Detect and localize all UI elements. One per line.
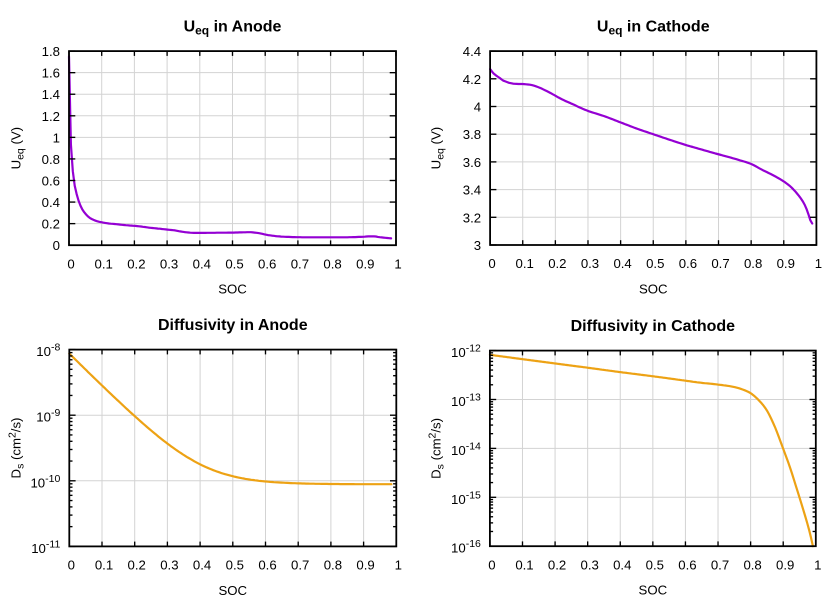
svg-text:0.1: 0.1 — [95, 256, 113, 271]
svg-text:1.8: 1.8 — [42, 44, 60, 59]
svg-text:1: 1 — [815, 256, 822, 271]
svg-text:1: 1 — [395, 558, 402, 573]
svg-text:0.8: 0.8 — [42, 152, 60, 167]
svg-text:0.3: 0.3 — [160, 256, 178, 271]
svg-text:3.2: 3.2 — [463, 210, 481, 225]
svg-text:0.5: 0.5 — [226, 558, 244, 573]
svg-text:0.2: 0.2 — [548, 557, 566, 572]
svg-text:SOC: SOC — [218, 282, 247, 297]
svg-text:1: 1 — [814, 557, 821, 572]
svg-text:0.5: 0.5 — [646, 557, 664, 572]
svg-text:0.3: 0.3 — [581, 256, 599, 271]
svg-text:Diffusivity in Cathode: Diffusivity in Cathode — [571, 318, 736, 335]
svg-text:1.4: 1.4 — [42, 87, 60, 102]
svg-text:0.7: 0.7 — [711, 557, 729, 572]
svg-text:1.6: 1.6 — [42, 66, 60, 81]
svg-text:0.1: 0.1 — [516, 256, 534, 271]
svg-text:SOC: SOC — [639, 282, 668, 297]
svg-text:0.1: 0.1 — [95, 558, 113, 573]
svg-text:0: 0 — [488, 256, 495, 271]
svg-text:0.6: 0.6 — [42, 174, 60, 189]
svg-text:0.3: 0.3 — [160, 558, 178, 573]
svg-text:0.4: 0.4 — [613, 557, 631, 572]
svg-text:0: 0 — [488, 557, 495, 572]
svg-text:0.7: 0.7 — [711, 256, 729, 271]
svg-text:Ds (cm2/s): Ds (cm2/s) — [7, 418, 27, 479]
svg-text:0.8: 0.8 — [743, 557, 761, 572]
svg-text:SOC: SOC — [639, 583, 668, 598]
svg-text:0.6: 0.6 — [258, 256, 276, 271]
svg-text:4.2: 4.2 — [463, 72, 481, 87]
svg-text:0: 0 — [67, 256, 74, 271]
svg-text:1.2: 1.2 — [42, 109, 60, 124]
svg-text:0.6: 0.6 — [678, 557, 696, 572]
svg-text:0.7: 0.7 — [291, 558, 309, 573]
svg-text:0.9: 0.9 — [776, 557, 794, 572]
svg-text:0.8: 0.8 — [744, 256, 762, 271]
svg-text:0.8: 0.8 — [324, 558, 342, 573]
svg-text:4.4: 4.4 — [463, 44, 481, 59]
svg-text:0.1: 0.1 — [515, 557, 533, 572]
svg-text:0.9: 0.9 — [777, 256, 795, 271]
svg-text:Diffusivity in Anode: Diffusivity in Anode — [158, 317, 308, 334]
svg-text:Ueq in Cathode: Ueq in Cathode — [597, 19, 710, 38]
svg-text:0.4: 0.4 — [42, 195, 60, 210]
svg-text:0.2: 0.2 — [42, 217, 60, 232]
svg-text:1: 1 — [394, 256, 401, 271]
svg-text:4: 4 — [474, 100, 481, 115]
svg-text:SOC: SOC — [219, 583, 248, 598]
svg-text:0.6: 0.6 — [679, 256, 697, 271]
svg-text:0: 0 — [53, 238, 60, 253]
svg-text:Ueq in Anode: Ueq in Anode — [184, 19, 282, 38]
svg-text:0.9: 0.9 — [356, 558, 374, 573]
svg-text:0.9: 0.9 — [356, 256, 374, 271]
svg-text:0.4: 0.4 — [193, 256, 211, 271]
svg-text:0.2: 0.2 — [128, 558, 146, 573]
svg-text:0.7: 0.7 — [291, 256, 309, 271]
svg-text:3.6: 3.6 — [463, 155, 481, 170]
svg-text:0.5: 0.5 — [646, 256, 664, 271]
svg-text:3: 3 — [474, 238, 481, 253]
svg-text:0.5: 0.5 — [225, 256, 243, 271]
svg-text:0.4: 0.4 — [193, 558, 211, 573]
svg-text:0.6: 0.6 — [258, 558, 276, 573]
svg-text:3.4: 3.4 — [463, 183, 481, 198]
svg-text:0.2: 0.2 — [548, 256, 566, 271]
svg-text:0.3: 0.3 — [580, 557, 598, 572]
svg-text:0.2: 0.2 — [127, 256, 145, 271]
svg-text:0.8: 0.8 — [323, 256, 341, 271]
svg-text:3.8: 3.8 — [463, 127, 481, 142]
svg-text:0.4: 0.4 — [613, 256, 631, 271]
svg-text:Ds (cm2/s): Ds (cm2/s) — [427, 418, 447, 479]
svg-text:1: 1 — [53, 130, 60, 145]
svg-text:0: 0 — [68, 558, 75, 573]
